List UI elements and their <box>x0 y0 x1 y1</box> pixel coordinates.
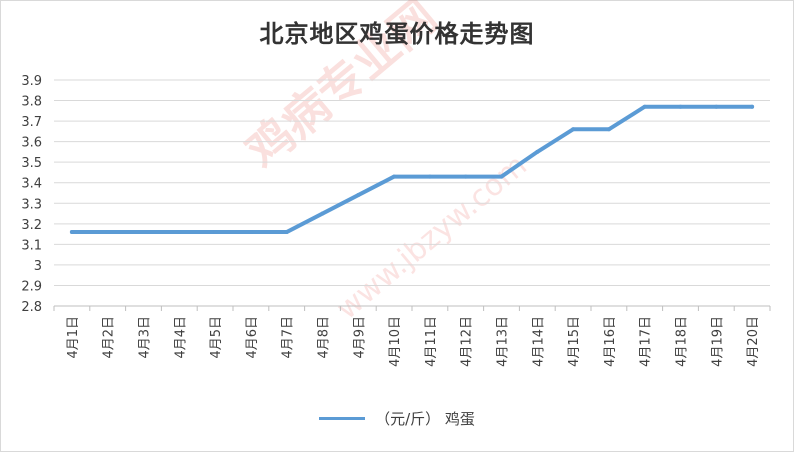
y-tick-label: 3.3 <box>21 197 42 212</box>
x-tick-label: 4月18日 <box>675 316 690 367</box>
x-tick-label: 4月17日 <box>639 316 654 367</box>
data-point <box>499 174 504 179</box>
x-tick-label: 4月8日 <box>317 316 332 359</box>
x-tick-label: 4月10日 <box>388 316 403 367</box>
y-tick-label: 3.8 <box>21 95 42 110</box>
y-tick-label: 3.4 <box>21 177 42 192</box>
x-tick-label: 4月14日 <box>531 316 546 367</box>
data-point <box>284 230 289 235</box>
data-point <box>213 230 218 235</box>
data-point <box>356 193 361 198</box>
x-tick-label: 4月11日 <box>424 316 439 367</box>
gridlines <box>54 79 770 307</box>
x-tick-label: 4月19日 <box>710 316 725 367</box>
y-tick-label: 3 <box>34 259 42 274</box>
y-tick-label: 3.9 <box>21 74 42 89</box>
y-tick-label: 3.7 <box>21 115 42 130</box>
x-tick-label: 4月3日 <box>138 316 153 359</box>
data-point <box>571 127 576 132</box>
y-tick-label: 3.1 <box>21 238 42 253</box>
data-point <box>642 104 647 109</box>
x-tick-label: 4月6日 <box>245 316 260 359</box>
chart-title: 北京地区鸡蛋价格走势图 <box>259 19 535 48</box>
legend: （元/斤） 鸡蛋 <box>0 408 794 429</box>
x-tick-label: 4月7日 <box>281 316 296 359</box>
data-point <box>463 174 468 179</box>
data-point <box>606 127 611 132</box>
x-tick-label: 4月2日 <box>102 316 117 359</box>
x-tick-label: 4月15日 <box>567 316 582 367</box>
x-tick-label: 4月9日 <box>352 316 367 359</box>
y-tick-label: 3.5 <box>21 156 42 171</box>
data-point <box>678 104 683 109</box>
x-axis: 4月1日 4月2日 4月3日 4月4日 4月5日 4月6日 4月7日 4月8日 4月9日 4月10… <box>53 305 771 367</box>
y-tick-label: 2.8 <box>21 300 42 315</box>
data-point <box>320 211 325 216</box>
y-tick-label: 3.6 <box>21 136 42 151</box>
x-tick-label: 4月12日 <box>460 316 475 367</box>
x-tick-label: 4月1日 <box>66 316 81 359</box>
data-point <box>750 104 755 109</box>
data-point <box>177 230 182 235</box>
x-tick-label: 4月20日 <box>746 316 761 367</box>
data-point <box>141 230 146 235</box>
data-point <box>427 174 432 179</box>
y-axis: 2.8 2.9 3 3.1 3.2 3.3 3.4 3.5 3.6 3.7 3.8 3.9 <box>21 74 42 315</box>
y-tick-label: 3.2 <box>21 218 42 233</box>
y-tick-label: 2.9 <box>21 279 42 294</box>
series-line <box>69 104 755 235</box>
data-point <box>535 149 540 154</box>
data-point <box>69 230 74 235</box>
legend-line-swatch <box>319 417 366 420</box>
data-point <box>248 230 253 235</box>
legend-label: （元/斤） 鸡蛋 <box>375 410 475 428</box>
data-point <box>105 230 110 235</box>
x-tick-label: 4月4日 <box>173 316 188 359</box>
data-point <box>714 104 719 109</box>
x-tick-label: 4月16日 <box>603 316 618 367</box>
x-tick-label: 4月13日 <box>496 316 511 367</box>
series-layer <box>69 104 755 235</box>
x-tick-label: 4月5日 <box>209 316 224 359</box>
data-point <box>392 174 397 179</box>
